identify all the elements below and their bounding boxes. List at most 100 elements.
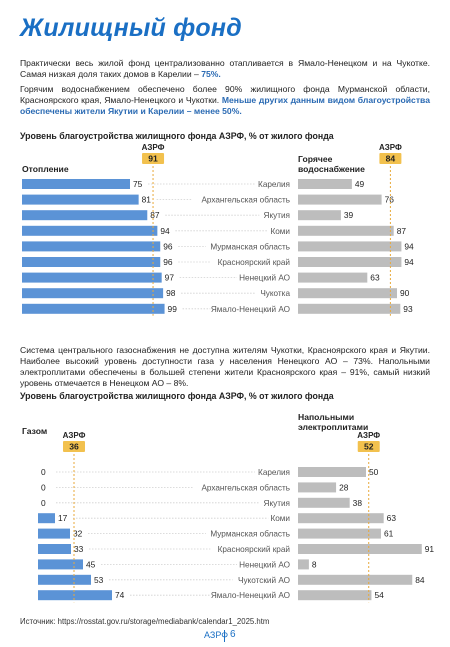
category-label-1-7: Чукотский АО (238, 576, 290, 585)
category-label-0-3: Коми (270, 227, 290, 236)
category-label-0-1: Архангельская область (201, 196, 290, 205)
value-label-0-right-3: 87 (397, 226, 407, 236)
category-label-0-8: Ямало-Ненецкий АО (211, 305, 290, 314)
series-name-0-right-line1: Горячее (298, 154, 333, 164)
chart-1-title: Уровень благоустройства жилищного фонда … (20, 131, 334, 141)
series-name-0-left: Отопление (22, 164, 69, 174)
value-label-1-right-1: 28 (339, 482, 349, 492)
value-label-1-left-0: 0 (41, 467, 46, 477)
footer-divider (224, 630, 225, 642)
chart-2-title: Уровень благоустройства жилищного фонда … (20, 391, 334, 401)
bar-0-left-0 (22, 179, 130, 189)
value-label-1-left-2: 0 (41, 498, 46, 508)
reference-value-0-1: 84 (386, 154, 396, 164)
bar-0-right-3 (298, 225, 394, 236)
reference-badge-0-1 (379, 153, 402, 164)
paragraph-gas-stoves: Система центрального газоснабжения не до… (20, 345, 430, 388)
bar-1-left-4 (38, 528, 70, 539)
value-label-1-left-7: 53 (94, 575, 104, 585)
bar-0-right-6 (298, 272, 368, 283)
bar-1-right-5 (298, 544, 422, 554)
bar-0-left-4 (22, 241, 161, 252)
series-name-1-left: Газом (22, 426, 47, 436)
bar-1-right-0 (298, 467, 366, 477)
source-note: Источник: https://rosstat.gov.ru/storage… (20, 617, 270, 626)
bar-1-right-4 (298, 528, 381, 539)
value-label-1-left-8: 74 (115, 590, 125, 600)
intro-paragraph-hot-water: Горячим водоснабжением обеспечено более … (20, 84, 430, 117)
intro-paragraph-heating: Практически весь жилой фонд централизова… (20, 58, 430, 80)
value-label-0-right-6: 63 (370, 273, 380, 283)
category-label-0-7: Чукотка (260, 289, 290, 298)
reference-badge-1-1 (357, 441, 380, 452)
bar-0-right-2 (298, 210, 341, 221)
bar-1-left-5 (38, 544, 71, 554)
reference-badge-0-0 (142, 153, 165, 164)
page-number: 6 (230, 629, 236, 640)
value-label-0-left-3: 94 (160, 226, 170, 236)
reference-badge-1-0 (63, 441, 85, 452)
category-label-0-2: Якутия (264, 211, 290, 220)
bar-0-left-8 (22, 303, 165, 314)
reference-label-1-1: АЗРФ (357, 431, 380, 440)
bar-0-left-7 (22, 288, 164, 299)
bar-0-left-5 (22, 257, 161, 267)
value-label-1-right-2: 38 (353, 498, 363, 508)
category-label-1-4: Мурманская область (210, 530, 290, 539)
series-name-1-right-line2: электроплитами (298, 422, 368, 432)
category-label-1-8: Ямало-Ненецкий АО (211, 591, 290, 600)
bar-1-left-3 (38, 513, 55, 524)
bar-1-right-3 (298, 513, 384, 524)
bar-0-right-7 (298, 288, 397, 299)
footer-logo: АЗРФ (204, 630, 229, 640)
series-name-0-right-line2: водоснабжение (298, 164, 365, 174)
page-title: Жилищный фонд (20, 14, 242, 42)
value-label-1-left-5: 33 (74, 544, 84, 554)
bar-0-left-3 (22, 225, 158, 236)
value-label-1-left-4: 32 (73, 529, 83, 539)
value-label-0-left-4: 96 (163, 241, 173, 251)
value-label-1-right-3: 63 (387, 513, 397, 523)
paragraph-highlight: 75%. (201, 69, 221, 79)
bar-0-right-0 (298, 179, 352, 189)
value-label-1-right-0: 50 (369, 467, 379, 477)
bar-1-left-8 (38, 590, 112, 601)
value-label-1-right-7: 84 (415, 575, 425, 585)
paragraph-text: Практически весь жилой фонд централизова… (20, 58, 430, 79)
reference-value-0-0: 91 (148, 154, 158, 164)
value-label-0-left-6: 97 (165, 273, 175, 283)
value-label-1-left-3: 17 (58, 513, 68, 523)
bar-1-right-7 (298, 574, 413, 585)
value-label-0-right-2: 39 (344, 210, 354, 220)
value-label-0-right-7: 90 (400, 288, 410, 298)
bar-1-right-2 (298, 497, 350, 508)
value-label-1-left-1: 0 (41, 482, 46, 492)
bar-0-right-5 (298, 257, 402, 267)
category-label-1-5: Красноярский край (218, 545, 290, 554)
bar-1-left-7 (38, 574, 91, 585)
category-label-0-5: Красноярский край (218, 258, 290, 267)
value-label-0-left-8: 99 (168, 304, 178, 314)
category-label-1-6: Ненецкий АО (239, 560, 290, 569)
category-label-1-0: Карелия (258, 468, 290, 477)
value-label-0-left-7: 98 (166, 288, 176, 298)
bar-1-right-6 (298, 559, 309, 570)
series-name-1-right-line1: Напольными (298, 412, 354, 422)
category-label-1-2: Якутия (264, 499, 290, 508)
value-label-1-right-6: 8 (312, 559, 317, 569)
bar-0-right-4 (298, 241, 402, 252)
bar-0-left-2 (22, 210, 148, 221)
value-label-0-right-0: 49 (355, 179, 365, 189)
value-label-0-right-1: 76 (385, 195, 395, 205)
reference-label-0-1: АЗРФ (379, 143, 402, 152)
bar-1-right-8 (298, 590, 372, 601)
bar-1-right-1 (298, 482, 337, 493)
value-label-1-left-6: 45 (86, 559, 96, 569)
bar-1-left-6 (38, 559, 83, 570)
bar-0-left-1 (22, 194, 139, 205)
category-label-0-6: Ненецкий АО (239, 274, 290, 283)
reference-value-1-1: 52 (364, 442, 374, 452)
reference-label-1-0: АЗРФ (63, 431, 86, 440)
reference-label-0-0: АЗРФ (142, 143, 165, 152)
